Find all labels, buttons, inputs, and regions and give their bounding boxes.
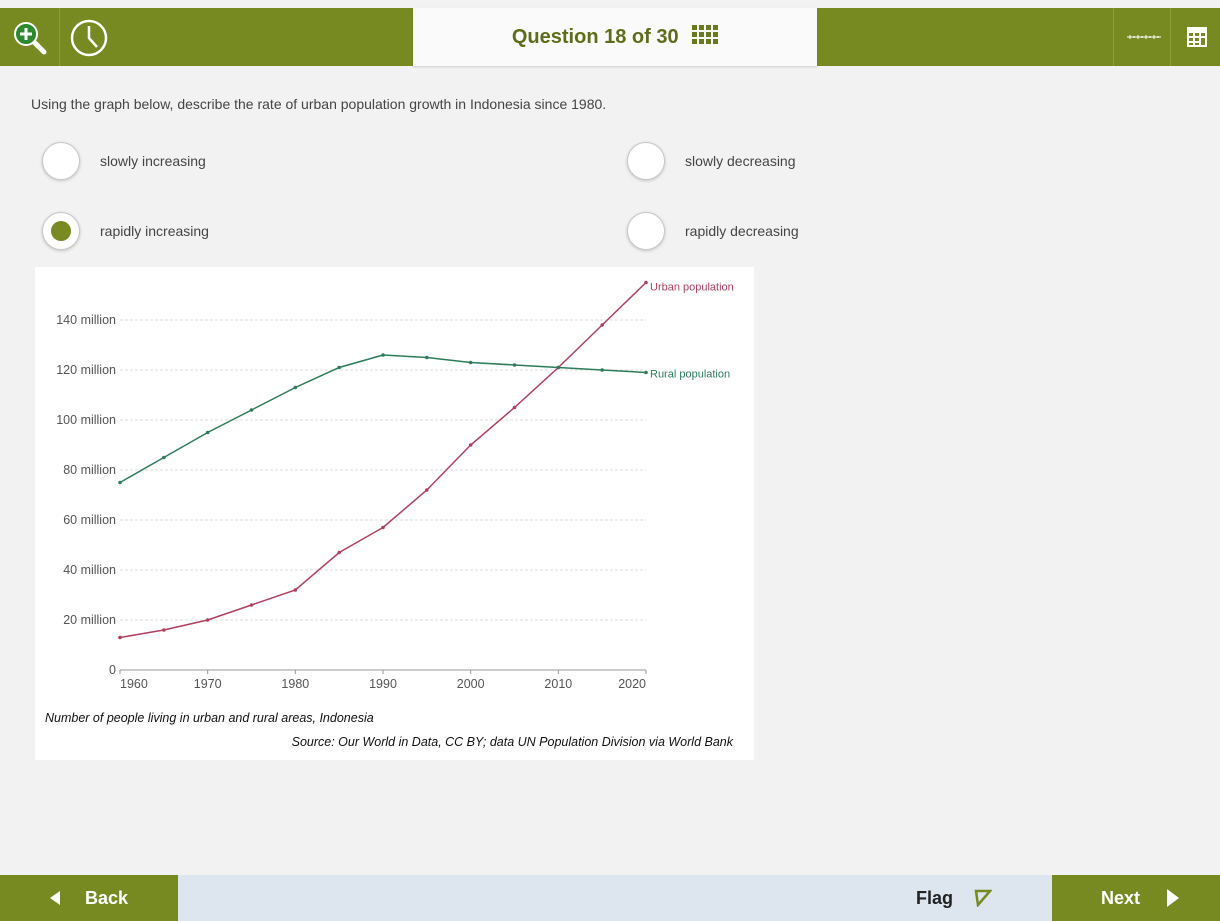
timer-button[interactable] — [69, 18, 109, 58]
x-tick-label: 1970 — [194, 677, 222, 691]
calculator-button[interactable] — [1187, 27, 1207, 47]
data-point — [468, 360, 473, 365]
flag-label: Flag — [916, 888, 954, 908]
y-tick-label: 20 million — [63, 613, 116, 627]
data-point — [118, 480, 122, 485]
counter-text: Question 18 of 30 — [511, 26, 679, 48]
y-tick-label: 100 million — [56, 413, 116, 427]
zoom-button[interactable] — [14, 22, 48, 56]
x-tick-label: 1980 — [281, 677, 309, 691]
option-label[interactable]: slowly decreasing — [685, 153, 796, 169]
question-prompt: Using the graph below, describe the rate… — [31, 96, 607, 112]
data-point — [468, 443, 473, 447]
data-point — [249, 603, 254, 607]
grid-icon — [692, 25, 719, 44]
data-point — [512, 363, 517, 367]
series-line — [119, 281, 647, 639]
data-point — [644, 370, 648, 375]
data-point — [381, 353, 385, 357]
data-point — [556, 365, 561, 370]
x-tick-label: 2000 — [457, 677, 485, 691]
chart-source: Source: Our World in Data, CC BY; data U… — [292, 735, 734, 749]
radio-button[interactable] — [627, 142, 665, 180]
flag-icon — [974, 889, 993, 908]
x-tick-label: 2020 — [618, 677, 646, 691]
series-label: Urban population — [650, 282, 734, 294]
y-tick-label: 40 million — [63, 563, 116, 577]
data-point — [118, 635, 122, 640]
data-point — [293, 588, 298, 592]
radio-button[interactable] — [42, 142, 80, 180]
back-arrow — [50, 891, 60, 905]
next-label: Next — [1101, 888, 1141, 908]
separator — [59, 8, 60, 66]
bottom-bar — [0, 875, 1220, 921]
data-point — [205, 430, 210, 435]
data-point — [162, 628, 166, 632]
y-tick-label: 0 — [109, 663, 116, 677]
chart-panel: Number of people living in urban and rur… — [35, 267, 754, 760]
radio-dot — [51, 221, 71, 241]
question-counter[interactable]: Question 18 of 30 — [413, 8, 817, 66]
option-label[interactable]: rapidly decreasing — [685, 223, 799, 239]
chart-title: Number of people living in urban and rur… — [45, 711, 374, 725]
back-label: Back — [85, 888, 129, 908]
radio-button[interactable] — [42, 212, 80, 250]
option-label[interactable]: rapidly increasing — [100, 223, 209, 239]
data-point — [644, 280, 648, 285]
data-point — [205, 618, 210, 622]
next-button[interactable]: Next — [1052, 875, 1220, 921]
separator — [1113, 8, 1114, 66]
data-point — [337, 550, 341, 555]
back-button[interactable]: Back — [0, 875, 178, 921]
y-tick-label: 140 million — [56, 313, 116, 327]
y-tick-label: 60 million — [63, 513, 116, 527]
radio-button[interactable] — [627, 212, 665, 250]
option-label[interactable]: slowly increasing — [100, 153, 206, 169]
y-tick-label: 80 million — [63, 463, 116, 477]
data-point — [600, 368, 604, 372]
x-tick-label: 1990 — [369, 677, 397, 691]
data-point — [512, 405, 517, 410]
data-point — [162, 455, 166, 460]
data-point — [337, 365, 341, 370]
series-line — [119, 354, 647, 484]
data-point — [293, 385, 298, 390]
x-tick-label: 1960 — [120, 677, 148, 691]
data-point — [381, 525, 385, 530]
separator — [1170, 8, 1171, 66]
data-point — [600, 323, 604, 327]
y-tick-label: 120 million — [56, 363, 116, 377]
next-arrow — [1167, 889, 1180, 907]
data-point — [425, 355, 429, 360]
x-tick-label: 2010 — [544, 677, 572, 691]
data-point — [249, 408, 254, 412]
flag-button[interactable]: Flag — [916, 875, 993, 921]
question-counter-box: Question 18 of 30 — [413, 8, 817, 66]
chart: Number of people living in urban and rur… — [45, 280, 734, 749]
series-label: Rural population — [650, 369, 730, 381]
data-point — [425, 488, 429, 492]
ruler-button[interactable] — [1127, 33, 1161, 41]
